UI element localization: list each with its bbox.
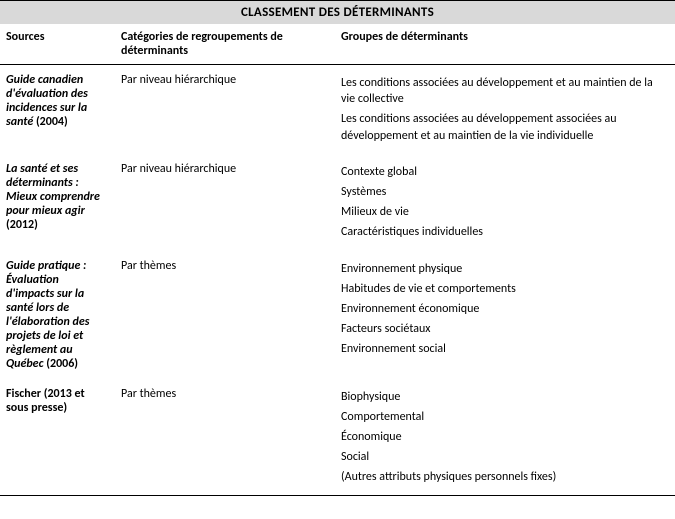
group-item: (Autres attributs physiques personnels f… bbox=[341, 467, 669, 487]
header-group: Groupes de déterminants bbox=[335, 24, 675, 65]
table-header-row: Sources Catégories de regroupements de d… bbox=[0, 24, 675, 65]
group-cell: Les conditions associées au développemen… bbox=[335, 65, 675, 154]
group-item: Social bbox=[341, 447, 669, 467]
table-title: CLASSEMENT DES DÉTERMINANTS bbox=[0, 1, 675, 25]
source-title: Guide pratique : Évaluation d'impacts su… bbox=[6, 259, 90, 371]
group-item: Environnement social bbox=[341, 339, 669, 359]
group-list: Les conditions associées au développemen… bbox=[341, 73, 669, 146]
source-title: Fischer (2013 et sous presse) bbox=[6, 387, 85, 415]
group-item: Les conditions associées au développemen… bbox=[341, 73, 669, 109]
source-cell: Guide pratique : Évaluation d'impacts su… bbox=[0, 251, 115, 379]
group-item: Habitudes de vie et comportements bbox=[341, 279, 669, 299]
group-item: Environnement physique bbox=[341, 259, 669, 279]
category-cell: Par thèmes bbox=[115, 379, 335, 496]
source-title: La santé et ses déterminants : Mieux com… bbox=[6, 162, 100, 218]
group-list: Environnement physique Habitudes de vie … bbox=[341, 259, 669, 360]
group-item: Milieux de vie bbox=[341, 202, 669, 222]
source-year: (2004) bbox=[33, 115, 68, 129]
source-year: (2006) bbox=[44, 357, 79, 371]
source-cell: Fischer (2013 et sous presse) bbox=[0, 379, 115, 496]
determinants-table: CLASSEMENT DES DÉTERMINANTS Sources Caté… bbox=[0, 0, 675, 496]
group-cell: Biophysique Comportemental Économique So… bbox=[335, 379, 675, 496]
group-item: Économique bbox=[341, 427, 669, 447]
category-cell: Par niveau hiérarchique bbox=[115, 154, 335, 251]
table-row: Guide canadien d'évaluation des incidenc… bbox=[0, 65, 675, 154]
group-cell: Contexte global Systèmes Milieux de vie … bbox=[335, 154, 675, 251]
header-category: Catégories de regroupements de détermina… bbox=[115, 24, 335, 65]
category-cell: Par niveau hiérarchique bbox=[115, 65, 335, 154]
source-year: (2012) bbox=[6, 218, 38, 232]
group-item: Environnement économique bbox=[341, 299, 669, 319]
group-item: Caractéristiques individuelles bbox=[341, 222, 669, 242]
group-list: Contexte global Systèmes Milieux de vie … bbox=[341, 162, 669, 243]
table-row: La santé et ses déterminants : Mieux com… bbox=[0, 154, 675, 251]
group-item: Comportemental bbox=[341, 407, 669, 427]
source-cell: La santé et ses déterminants : Mieux com… bbox=[0, 154, 115, 251]
group-item: Systèmes bbox=[341, 182, 669, 202]
group-item: Facteurs sociétaux bbox=[341, 319, 669, 339]
category-cell: Par thèmes bbox=[115, 251, 335, 379]
table-title-row: CLASSEMENT DES DÉTERMINANTS bbox=[0, 1, 675, 25]
group-item: Les conditions associées au développemen… bbox=[341, 109, 669, 145]
group-item: Contexte global bbox=[341, 162, 669, 182]
source-cell: Guide canadien d'évaluation des incidenc… bbox=[0, 65, 115, 154]
table-row: Guide pratique : Évaluation d'impacts su… bbox=[0, 251, 675, 379]
group-cell: Environnement physique Habitudes de vie … bbox=[335, 251, 675, 379]
header-sources: Sources bbox=[0, 24, 115, 65]
table-row: Fischer (2013 et sous presse) Par thèmes… bbox=[0, 379, 675, 496]
group-list: Biophysique Comportemental Économique So… bbox=[341, 387, 669, 488]
group-item: Biophysique bbox=[341, 387, 669, 407]
